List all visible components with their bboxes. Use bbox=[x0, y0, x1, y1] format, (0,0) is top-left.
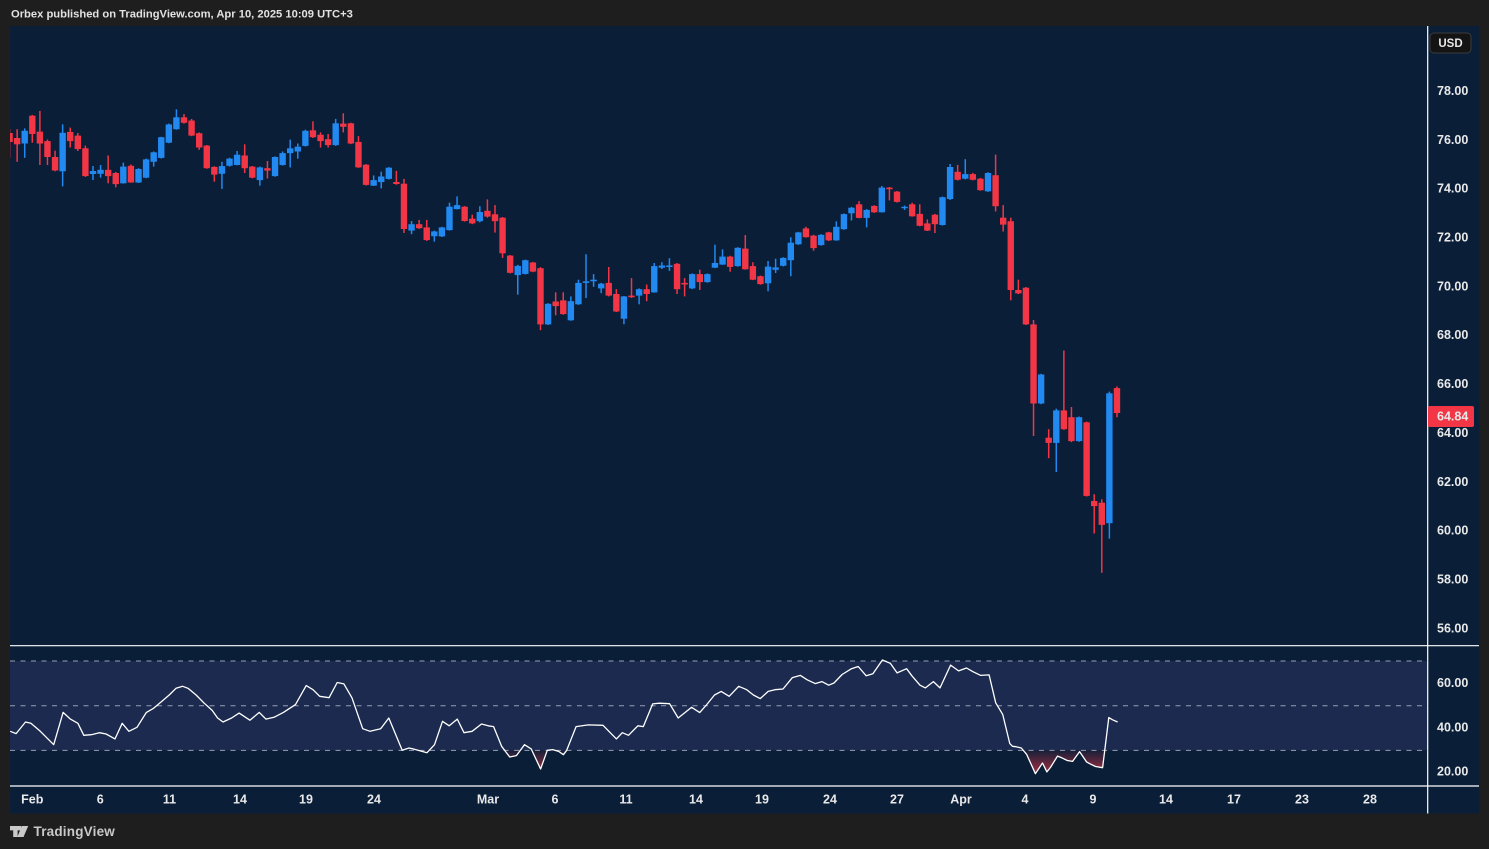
svg-text:24: 24 bbox=[823, 793, 837, 807]
svg-text:17: 17 bbox=[1227, 793, 1241, 807]
svg-text:78.00: 78.00 bbox=[1437, 84, 1468, 98]
svg-text:27: 27 bbox=[890, 793, 904, 807]
svg-text:Mar: Mar bbox=[477, 793, 499, 807]
svg-text:14: 14 bbox=[689, 793, 703, 807]
svg-text:Feb: Feb bbox=[21, 793, 44, 807]
svg-text:19: 19 bbox=[755, 793, 769, 807]
svg-text:76.00: 76.00 bbox=[1437, 133, 1468, 147]
svg-text:74.00: 74.00 bbox=[1437, 182, 1468, 196]
svg-text:72.00: 72.00 bbox=[1437, 231, 1468, 245]
svg-text:20.00: 20.00 bbox=[1437, 765, 1468, 779]
svg-text:23: 23 bbox=[1295, 793, 1309, 807]
svg-text:Orbex published on TradingView: Orbex published on TradingView.com, Apr … bbox=[11, 9, 353, 21]
svg-text:14: 14 bbox=[233, 793, 247, 807]
svg-text:4: 4 bbox=[1022, 793, 1029, 807]
svg-text:USD: USD bbox=[1438, 38, 1462, 50]
svg-text:58.00: 58.00 bbox=[1437, 573, 1468, 587]
svg-text:19: 19 bbox=[299, 793, 313, 807]
svg-text:11: 11 bbox=[619, 793, 632, 807]
svg-text:Apr: Apr bbox=[950, 793, 972, 807]
svg-text:28: 28 bbox=[1363, 793, 1377, 807]
svg-text:66.00: 66.00 bbox=[1437, 377, 1468, 391]
svg-text:62.00: 62.00 bbox=[1437, 475, 1468, 489]
svg-text:68.00: 68.00 bbox=[1437, 328, 1468, 342]
svg-text:9: 9 bbox=[1090, 793, 1097, 807]
svg-text:6: 6 bbox=[97, 793, 104, 807]
svg-text:40.00: 40.00 bbox=[1437, 720, 1468, 734]
svg-text:TradingView: TradingView bbox=[34, 824, 116, 839]
svg-text:24: 24 bbox=[367, 793, 381, 807]
svg-text:64.84: 64.84 bbox=[1437, 410, 1468, 424]
svg-text:60.00: 60.00 bbox=[1437, 524, 1468, 538]
svg-text:6: 6 bbox=[552, 793, 559, 807]
svg-text:11: 11 bbox=[163, 793, 176, 807]
svg-text:64.00: 64.00 bbox=[1437, 426, 1468, 440]
svg-text:14: 14 bbox=[1159, 793, 1173, 807]
svg-text:60.00: 60.00 bbox=[1437, 676, 1468, 690]
svg-text:70.00: 70.00 bbox=[1437, 279, 1468, 293]
svg-text:56.00: 56.00 bbox=[1437, 621, 1468, 635]
